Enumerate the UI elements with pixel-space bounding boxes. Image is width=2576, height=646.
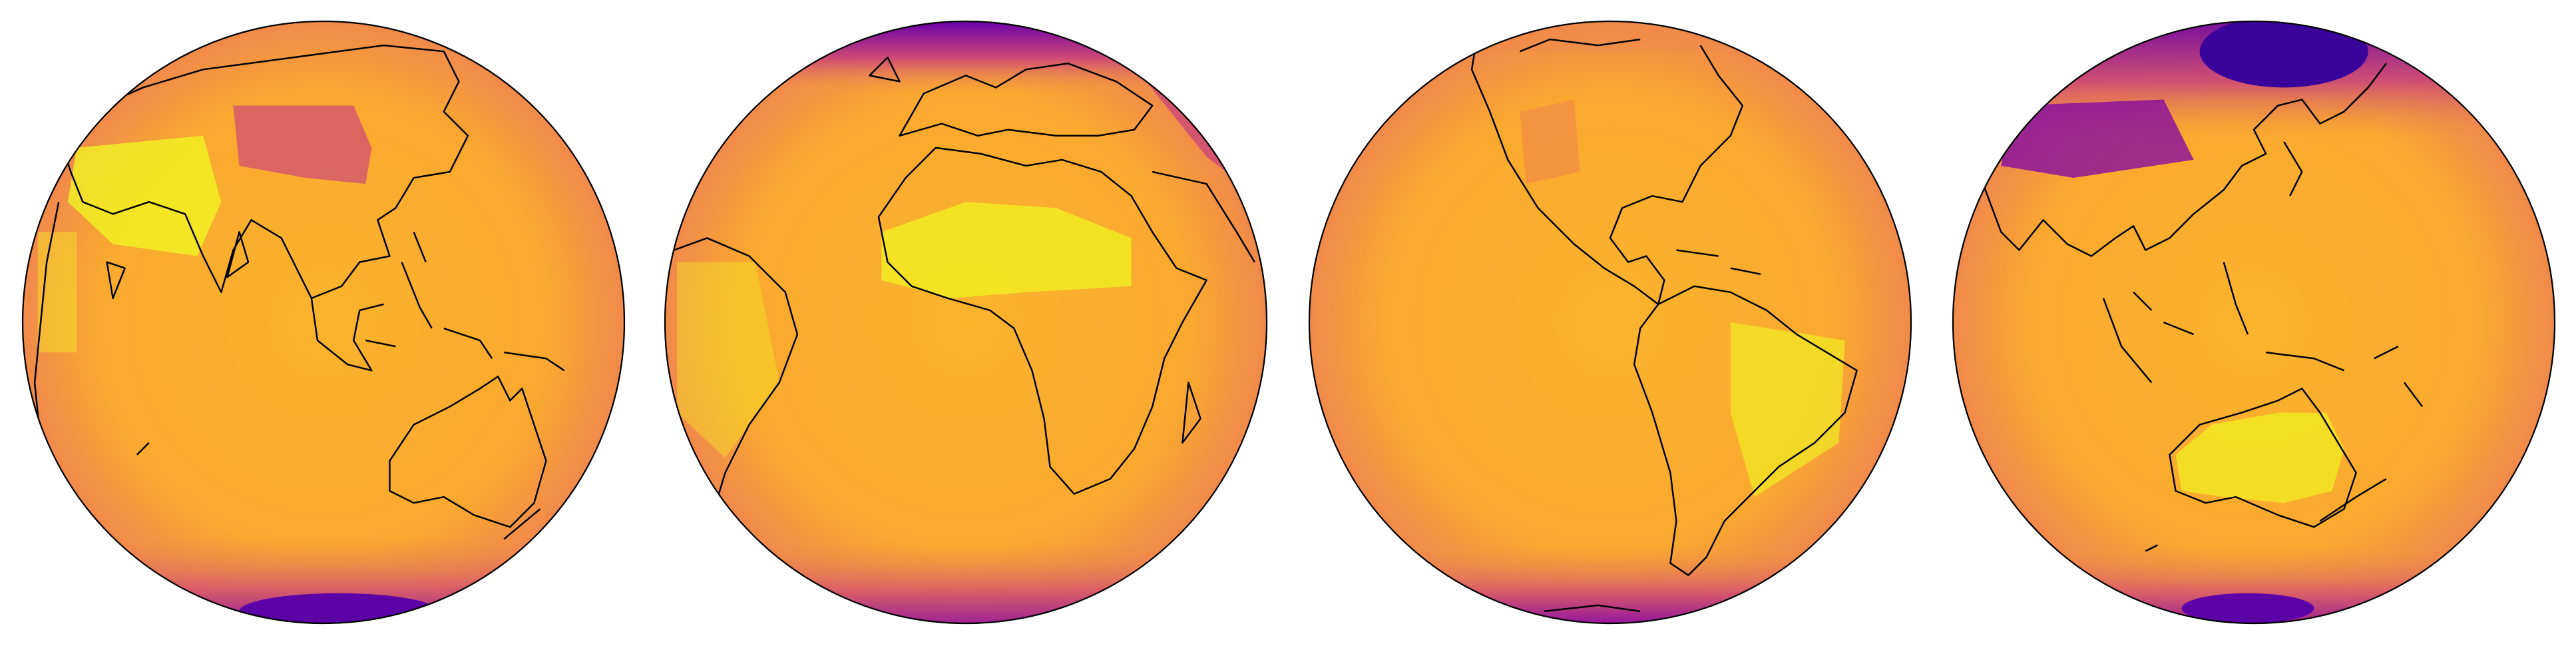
globe [664,20,1268,625]
globe [21,20,626,625]
globe [1952,20,2556,625]
globe [1308,20,1912,625]
